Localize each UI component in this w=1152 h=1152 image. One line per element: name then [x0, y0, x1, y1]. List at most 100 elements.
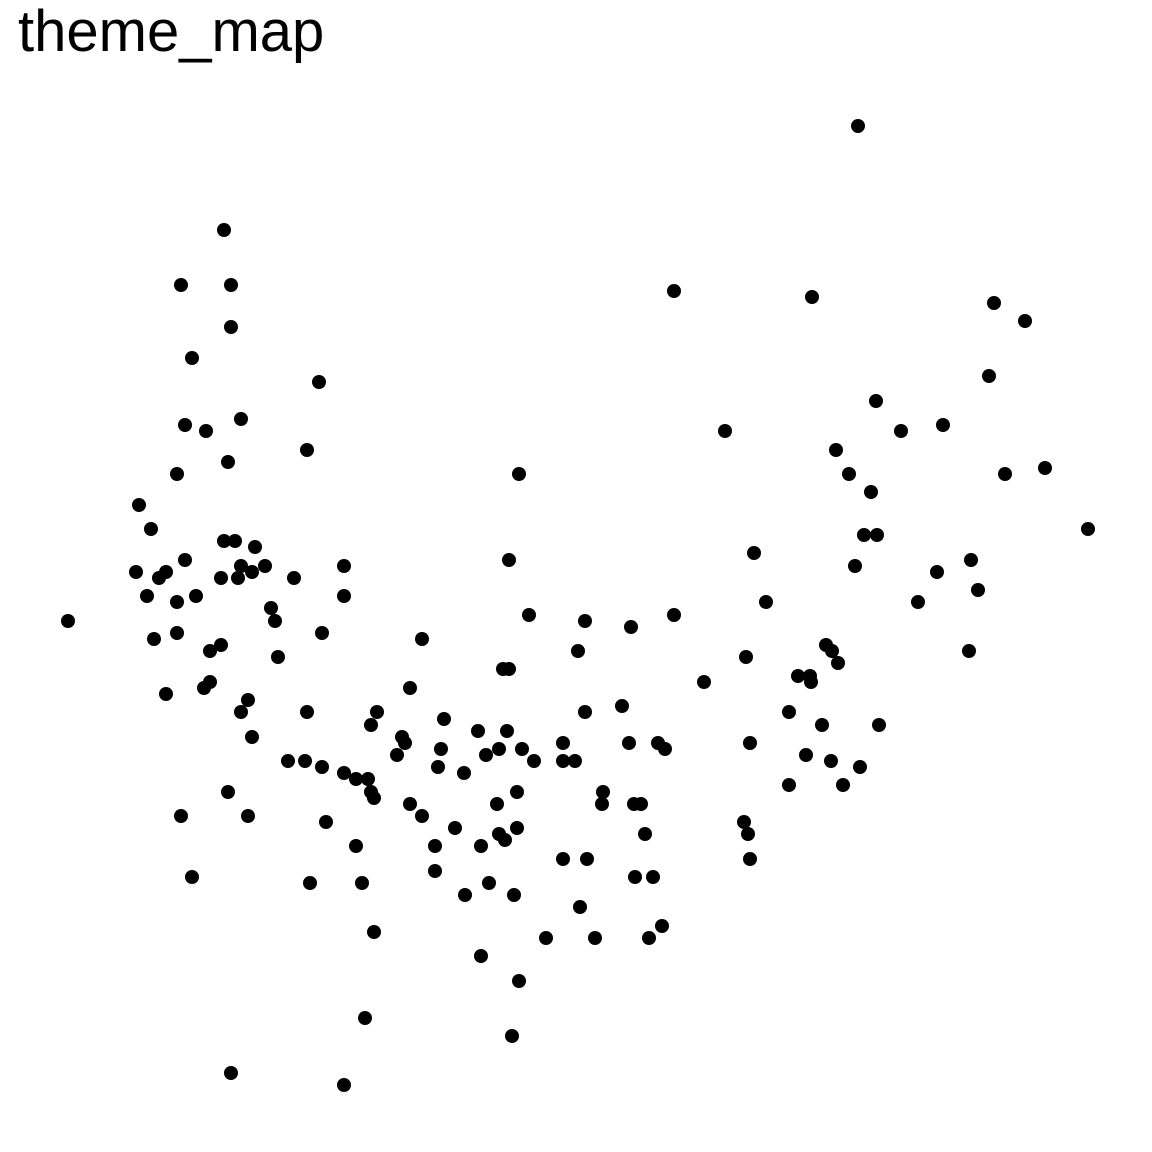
data-point [281, 754, 295, 768]
data-point [578, 705, 592, 719]
data-point [510, 821, 524, 835]
data-point [159, 687, 173, 701]
data-point [337, 766, 351, 780]
data-point [596, 785, 610, 799]
data-point [390, 748, 404, 762]
data-point [415, 632, 429, 646]
data-point [370, 705, 384, 719]
data-point [829, 443, 843, 457]
data-point [258, 559, 272, 573]
data-point [936, 418, 950, 432]
data-point [312, 375, 326, 389]
data-point [588, 931, 602, 945]
data-point [367, 925, 381, 939]
data-point [857, 528, 871, 542]
data-point [987, 296, 1001, 310]
data-point [364, 718, 378, 732]
data-point [271, 650, 285, 664]
data-point [556, 754, 570, 768]
data-point [667, 608, 681, 622]
data-point [367, 791, 381, 805]
data-point [349, 772, 363, 786]
data-point [415, 809, 429, 823]
data-point [428, 839, 442, 853]
data-point [214, 571, 228, 585]
data-point [502, 553, 516, 567]
data-point [646, 870, 660, 884]
data-point [221, 785, 235, 799]
data-point [144, 522, 158, 536]
data-point [189, 589, 203, 603]
data-point [319, 815, 333, 829]
data-point [1018, 314, 1032, 328]
data-point [224, 278, 238, 292]
data-point [872, 718, 886, 732]
data-point [573, 900, 587, 914]
data-point [741, 827, 755, 841]
data-point [217, 534, 231, 548]
data-point [428, 864, 442, 878]
data-point [522, 608, 536, 622]
data-point [234, 705, 248, 719]
data-point [507, 888, 521, 902]
data-point [245, 565, 259, 579]
data-point [398, 736, 412, 750]
data-point [500, 724, 514, 738]
data-point [851, 119, 865, 133]
chart-title: theme_map [18, 0, 325, 64]
data-point [869, 394, 883, 408]
data-point [515, 742, 529, 756]
data-point [231, 571, 245, 585]
data-point [642, 931, 656, 945]
data-point [624, 620, 638, 634]
data-point [152, 571, 166, 585]
data-point [471, 724, 485, 738]
data-point [1081, 522, 1095, 536]
data-point [337, 559, 351, 573]
data-point [971, 583, 985, 597]
data-point [842, 467, 856, 481]
data-point [824, 754, 838, 768]
data-point [185, 351, 199, 365]
data-point [234, 559, 248, 573]
data-point [178, 553, 192, 567]
data-point [853, 760, 867, 774]
data-point [448, 821, 462, 835]
data-point [527, 754, 541, 768]
data-point [61, 614, 75, 628]
data-point [492, 742, 506, 756]
data-point [815, 718, 829, 732]
data-point [217, 223, 231, 237]
data-point [203, 644, 217, 658]
data-point [197, 681, 211, 695]
data-point [571, 644, 585, 658]
data-point [431, 760, 445, 774]
data-point [178, 418, 192, 432]
data-point [140, 589, 154, 603]
data-point [782, 778, 796, 792]
data-point [248, 540, 262, 554]
data-point [234, 412, 248, 426]
data-point [1038, 461, 1052, 475]
data-point [349, 839, 363, 853]
data-point [864, 485, 878, 499]
data-point [505, 1029, 519, 1043]
data-point [403, 681, 417, 695]
data-point [170, 467, 184, 481]
data-point [315, 760, 329, 774]
data-point [556, 736, 570, 750]
data-point [825, 644, 839, 658]
data-point [358, 1011, 372, 1025]
data-point [303, 876, 317, 890]
data-point [782, 705, 796, 719]
data-point [870, 528, 884, 542]
data-point [737, 815, 751, 829]
data-point [930, 565, 944, 579]
data-point [697, 675, 711, 689]
data-point [170, 595, 184, 609]
data-point [474, 949, 488, 963]
data-point [457, 766, 471, 780]
data-point [361, 772, 375, 786]
data-point [185, 870, 199, 884]
data-point [224, 1066, 238, 1080]
